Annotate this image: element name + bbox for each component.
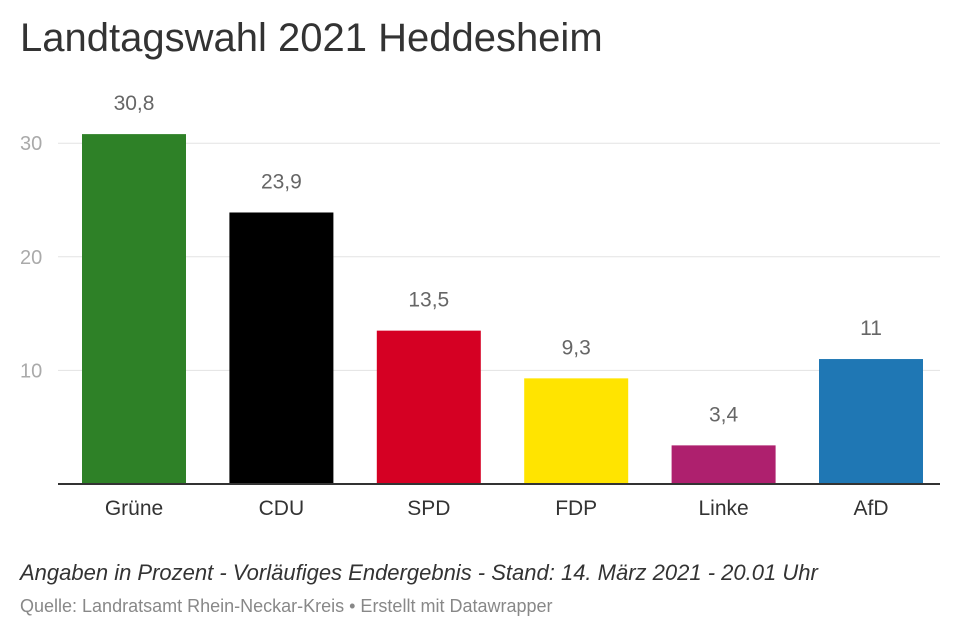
bars	[82, 134, 923, 484]
value-label: 3,4	[709, 403, 739, 426]
category-label: CDU	[259, 497, 305, 520]
y-tick-label: 30	[20, 133, 42, 155]
bar-linke	[671, 445, 776, 484]
value-label: 13,5	[408, 289, 449, 312]
labels: 10 20 30 30,8 Grüne 23,9 CDU 13,5 SPD 9,3 FDP 3,4 Li…	[20, 92, 889, 520]
bar-cdu	[229, 212, 334, 484]
bar-fdp	[524, 378, 629, 484]
category-label: SPD	[407, 497, 450, 520]
chart-title: Landtagswahl 2021 Heddesheim	[20, 16, 603, 60]
y-tick-label: 20	[20, 247, 42, 269]
chart-notes: Angaben in Prozent - Vorläufiges Enderge…	[20, 560, 818, 585]
category-label: Linke	[698, 497, 748, 520]
y-tick-label: 10	[20, 360, 42, 382]
value-label: 11	[860, 317, 882, 340]
category-label: AfD	[853, 497, 888, 520]
bar-grüne	[82, 134, 186, 484]
bar-chart: 10 20 30 30,8 Grüne 23,9 CDU 13,5 SPD 9,3 FDP 3,4 Li…	[20, 92, 940, 520]
source-footer: Quelle: Landratsamt Rhein-Neckar-Kreis •…	[20, 596, 553, 616]
category-label: Grüne	[105, 497, 163, 520]
value-label: 23,9	[261, 170, 302, 193]
value-label: 9,3	[562, 336, 591, 359]
grid-lines	[58, 142, 940, 371]
bar-spd	[376, 330, 481, 484]
bar-afd	[819, 359, 923, 484]
value-label: 30,8	[114, 92, 155, 115]
category-label: FDP	[555, 497, 597, 520]
